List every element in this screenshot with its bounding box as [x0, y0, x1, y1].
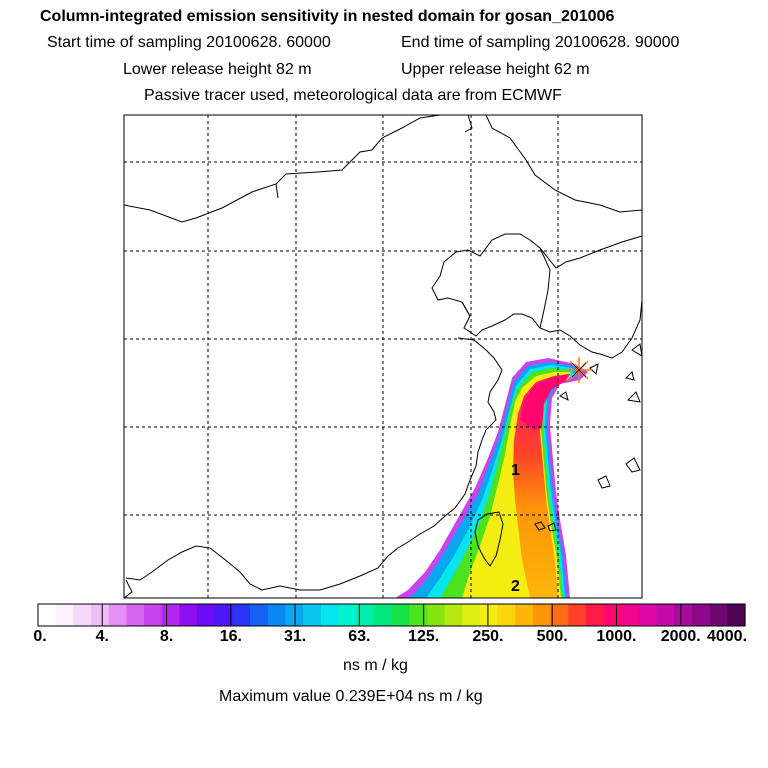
colorbar-segment: [55, 604, 74, 626]
colorbar-segment: [161, 604, 181, 626]
colorbar-tick-label: 500.: [536, 628, 568, 645]
colorbar-segment: [285, 604, 304, 626]
colorbar-tick-label: 0.: [33, 628, 47, 645]
colorbar-segment: [197, 604, 216, 626]
colorbar-segment: [214, 604, 234, 626]
colorbar-segment: [338, 604, 357, 626]
colorbar-segment: [515, 604, 534, 626]
colorbar-segment: [462, 604, 481, 626]
colorbar-segment: [727, 604, 746, 626]
maximum-value: Maximum value 0.239E+04 ns m / kg: [219, 688, 483, 705]
colorbar-segment: [373, 604, 393, 626]
colorbar-segment: [356, 604, 375, 626]
plume-label-2: 2: [511, 578, 520, 595]
colorbar-segment: [691, 604, 711, 626]
colorbar-tick-label: 16.: [219, 628, 242, 645]
colorbar-segment: [497, 604, 516, 626]
colorbar-segment: [232, 604, 251, 626]
upper-release-height: Upper release height 62 m: [401, 61, 590, 78]
colorbar-frame: [37, 603, 746, 627]
colorbar-tick-label: 2000.: [660, 628, 701, 645]
colorbar-tick-label: 4.: [95, 628, 109, 645]
colorbar-segment: [320, 604, 340, 626]
colorbar-segment: [709, 604, 728, 626]
emission-plume: [395, 358, 588, 598]
colorbar-tick-label: 63.: [348, 628, 371, 645]
plume-magenta-core: [520, 374, 568, 430]
colorbar-segment: [73, 604, 92, 626]
start-time-label: Start time of sampling 20100628. 60000: [47, 34, 331, 51]
colorbar-segment: [444, 604, 463, 626]
colorbar-segment: [108, 604, 127, 626]
colorbar-segment: [621, 604, 640, 626]
colorbar-segment: [38, 604, 57, 626]
map-frame: [123, 114, 643, 599]
plume-label-1: 1: [511, 462, 520, 479]
colorbar-segment: [532, 604, 552, 626]
plume-orange-core: [513, 374, 570, 598]
colorbar: [37, 603, 746, 627]
colorbar-segment: [267, 604, 287, 626]
colorbar-unit: ns m / kg: [343, 657, 408, 674]
colorbar-segment: [674, 604, 693, 626]
colorbar-segment: [479, 604, 499, 626]
country-borders: [275, 183, 551, 329]
colorbar-segment: [550, 604, 569, 626]
colorbar-segment: [250, 604, 269, 626]
colorbar-segment: [126, 604, 145, 626]
colorbar-segment: [179, 604, 198, 626]
colorbar-tick-label: 1000.: [596, 628, 637, 645]
colorbar-segment: [603, 604, 622, 626]
colorbar-segment: [391, 604, 410, 626]
colorbar-segment: [144, 604, 163, 626]
lower-release-height: Lower release height 82 m: [123, 61, 312, 78]
colorbar-segment: [91, 604, 110, 626]
colorbar-segment: [426, 604, 446, 626]
colorbar-tick-label: 4000.: [706, 628, 748, 645]
tracer-note: Passive tracer used, meteorological data…: [144, 87, 562, 104]
colorbar-segment: [303, 604, 322, 626]
end-time-label: End time of sampling 20100628. 90000: [401, 34, 680, 51]
taiwan-outline: [474, 511, 504, 567]
colorbar-segment: [568, 604, 587, 626]
colorbar-segment: [585, 604, 605, 626]
colorbar-segment: [409, 604, 428, 626]
figure-title: Column-integrated emission sensitivity i…: [40, 8, 615, 25]
colorbar-tick-label: 8.: [159, 628, 174, 645]
lat-lon-grid: [124, 115, 642, 598]
colorbar-tick-label: 250.: [472, 628, 504, 645]
colorbar-tick-label: 125.: [408, 628, 440, 645]
colorbar-tick-label: 31.: [283, 628, 307, 645]
colorbar-segment: [638, 604, 658, 626]
colorbar-segment: [656, 604, 675, 626]
